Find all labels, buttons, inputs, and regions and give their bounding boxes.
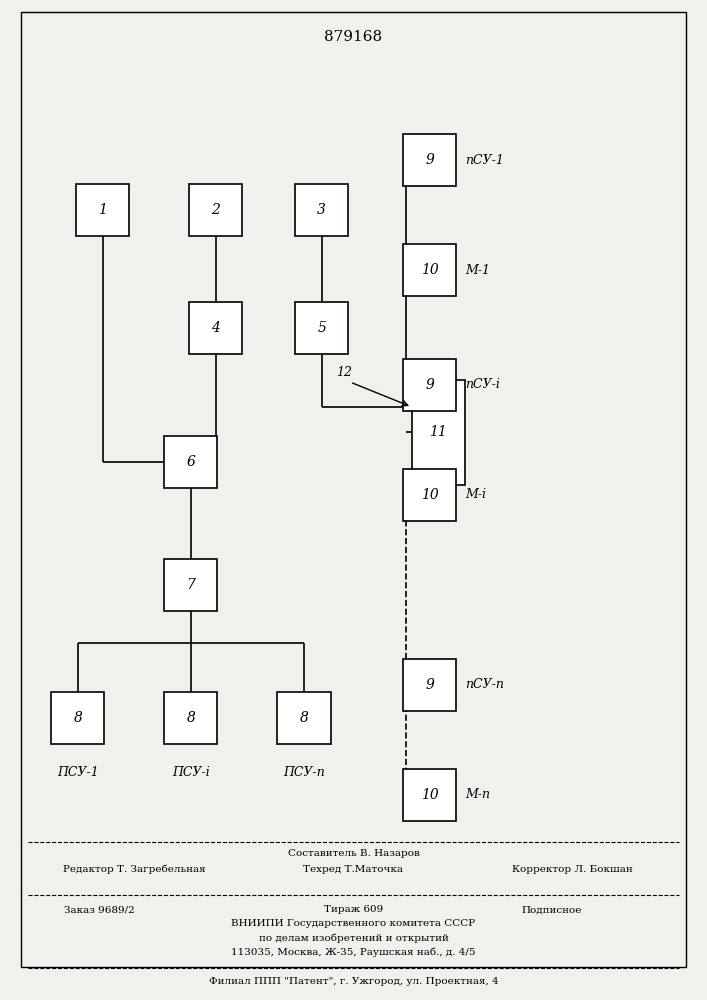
- Text: 8: 8: [300, 711, 308, 725]
- Text: Тираж 609: Тираж 609: [324, 906, 383, 914]
- Text: 10: 10: [421, 263, 439, 277]
- Text: ВНИИПИ Государственного комитета СССР: ВНИИПИ Государственного комитета СССР: [231, 920, 476, 928]
- FancyBboxPatch shape: [189, 302, 242, 354]
- FancyBboxPatch shape: [403, 769, 457, 821]
- Text: ПСУ-n: ПСУ-n: [283, 766, 325, 779]
- FancyBboxPatch shape: [277, 692, 330, 744]
- Text: 879168: 879168: [325, 30, 382, 44]
- FancyBboxPatch shape: [403, 659, 457, 711]
- Text: ПСУ-1: ПСУ-1: [57, 766, 99, 779]
- Text: М-1: М-1: [464, 263, 490, 276]
- Text: М-i: М-i: [464, 488, 486, 502]
- FancyBboxPatch shape: [164, 436, 218, 488]
- Text: 10: 10: [421, 788, 439, 802]
- Text: 6: 6: [187, 455, 195, 469]
- Text: 10: 10: [421, 488, 439, 502]
- Text: 8: 8: [74, 711, 82, 725]
- FancyBboxPatch shape: [295, 184, 348, 236]
- Text: Редактор Т. Загребельная: Редактор Т. Загребельная: [63, 864, 206, 874]
- FancyBboxPatch shape: [295, 302, 348, 354]
- FancyBboxPatch shape: [164, 559, 218, 611]
- Text: 9: 9: [426, 153, 434, 167]
- Text: по делам изобретений и открытий: по делам изобретений и открытий: [259, 933, 448, 943]
- Text: 7: 7: [187, 578, 195, 592]
- FancyBboxPatch shape: [403, 469, 457, 521]
- Text: 4: 4: [211, 321, 220, 335]
- Text: Техред Т.Маточка: Техред Т.Маточка: [303, 864, 404, 874]
- Text: 5: 5: [317, 321, 326, 335]
- Text: 12: 12: [336, 366, 352, 379]
- FancyBboxPatch shape: [76, 184, 129, 236]
- FancyBboxPatch shape: [411, 380, 464, 485]
- Text: 113035, Москва, Ж-35, Раушская наб., д. 4/5: 113035, Москва, Ж-35, Раушская наб., д. …: [231, 947, 476, 957]
- Text: 9: 9: [426, 678, 434, 692]
- Text: Филиал ППП "Патент", г. Ужгород, ул. Проектная, 4: Филиал ППП "Патент", г. Ужгород, ул. Про…: [209, 976, 498, 986]
- Text: Подписное: Подписное: [521, 906, 582, 914]
- Text: 2: 2: [211, 203, 220, 217]
- Text: М-n: М-n: [464, 788, 490, 802]
- Text: 11: 11: [429, 425, 448, 439]
- FancyBboxPatch shape: [52, 692, 105, 744]
- Text: 3: 3: [317, 203, 326, 217]
- FancyBboxPatch shape: [164, 692, 218, 744]
- Text: 9: 9: [426, 378, 434, 392]
- Text: пСУ-1: пСУ-1: [464, 153, 503, 166]
- Text: пСУ-n: пСУ-n: [464, 678, 503, 692]
- Text: Заказ 9689/2: Заказ 9689/2: [64, 906, 134, 914]
- Text: пСУ-i: пСУ-i: [464, 378, 500, 391]
- FancyBboxPatch shape: [403, 359, 457, 411]
- Text: 8: 8: [187, 711, 195, 725]
- FancyBboxPatch shape: [403, 134, 457, 186]
- Text: ПСУ-i: ПСУ-i: [172, 766, 210, 779]
- FancyBboxPatch shape: [189, 184, 242, 236]
- Text: Корректор Л. Бокшан: Корректор Л. Бокшан: [513, 864, 633, 874]
- Text: Составитель В. Назаров: Составитель В. Назаров: [288, 848, 419, 857]
- FancyBboxPatch shape: [403, 244, 457, 296]
- Text: 1: 1: [98, 203, 107, 217]
